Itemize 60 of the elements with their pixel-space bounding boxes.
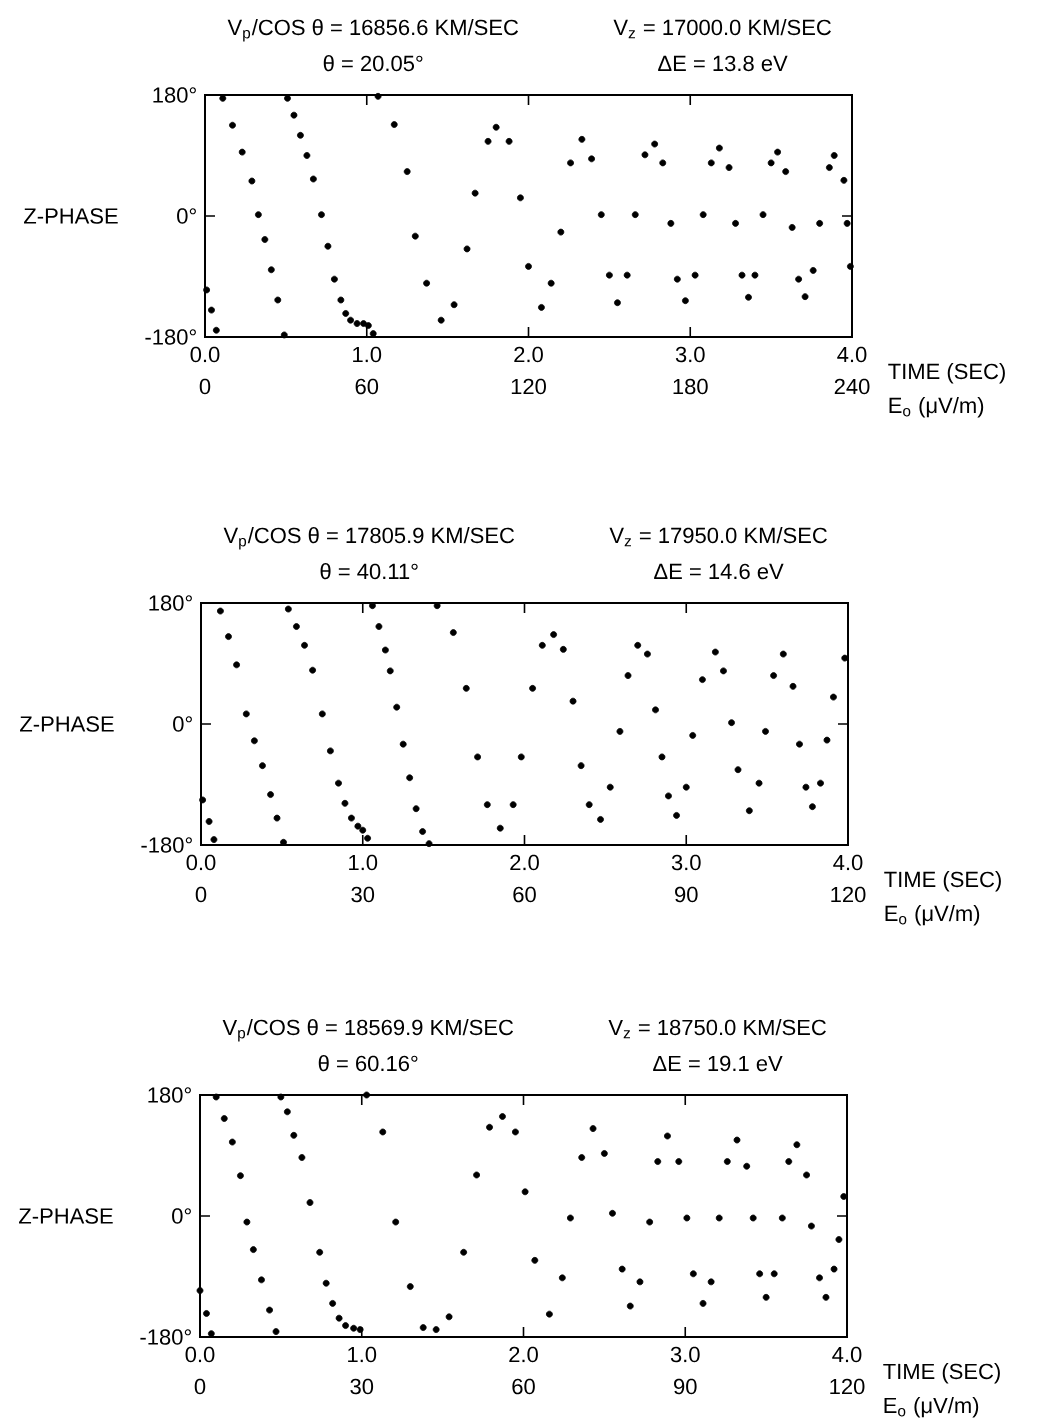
x-tick-label: 1.0 [348,1346,377,1363]
x2-tick-label: 30 [351,886,375,903]
chart-title: V$_{p}$/COS θ = 17805.9 KM/SEC [223,527,515,550]
y-tick-label: 0° [173,716,192,732]
x2-tick-label: 30 [350,1378,374,1395]
x2-tick-label: 90 [674,1378,697,1395]
y-tick-label: 0° [172,1208,191,1224]
x-tick-label: 2.0 [514,346,543,363]
y-tick-label: 0° [177,208,196,224]
x-tick-label: 3.0 [675,346,705,363]
text: V$_{z}$ = 18750.0 KM/SEC [608,1019,826,1039]
x-tick-label: 3.0 [670,1346,700,1363]
x-tick-label: 1.0 [349,854,378,871]
y-tick-label: -180° [140,1329,191,1345]
text: V$_{z}$ = 17000.0 KM/SEC [613,19,831,39]
x-tick-label: 2.0 [510,854,539,871]
x-axis-title: TIME (SEC) [888,363,1005,384]
x2-tick-label: 60 [513,886,536,903]
x2-tick-label: 60 [355,378,379,395]
y-tick-label: -180° [141,837,192,853]
x2-tick-label: 240 [834,378,870,395]
chart-title: V$_{p}$/COS θ = 16856.6 KM/SEC [227,19,519,42]
x2-tick-label: 120 [831,886,866,903]
x2-tick-label: 90 [675,886,698,903]
x2-tick-label: 0 [199,378,211,395]
chart-subtitle: θ = 40.11° [320,563,418,580]
x-tick-label: 0.0 [186,854,216,871]
x-tick-label: 2.0 [509,1346,538,1363]
x2-tick-label: 120 [511,378,546,395]
chart-title: V$_{p}$/COS θ = 18569.9 KM/SEC [222,1019,514,1042]
x-axis-title: TIME (SEC) [883,1363,1000,1384]
chart-subtitle: θ = 60.16° [318,1055,418,1072]
x2-tick-label: 0 [194,1378,206,1395]
x2-tick-label: 60 [512,1378,535,1395]
x-tick-label: 4.0 [832,1346,862,1363]
y-tick-label: 180° [149,595,192,611]
x-tick-label: 3.0 [671,854,701,871]
x-tick-label: 0.0 [185,1346,215,1363]
x2-tick-label: 180 [673,378,708,395]
chart-subtitle: θ = 20.05° [323,55,423,72]
y-axis-title: Z-PHASE [20,716,114,732]
y-tick-label: 180° [153,87,196,103]
x-tick-label: 4.0 [833,854,863,871]
x2-axis-title: E$_{o}$ (μV/m) [889,397,984,418]
x2-tick-label: 120 [830,1378,865,1395]
y-axis-title: Z-PHASE [24,208,118,224]
text: ΔE = 19.1 eV [653,1055,783,1072]
y-tick-label: -180° [145,329,196,345]
x-tick-label: 0.0 [190,346,220,363]
text: ΔE = 13.8 eV [658,55,788,72]
y-axis-title: Z-PHASE [19,1208,113,1224]
text: V$_{z}$ = 17950.0 KM/SEC [609,527,827,547]
x-axis-title: TIME (SEC) [884,871,1001,892]
x2-axis-title: E$_{o}$ (μV/m) [884,1397,979,1418]
x-tick-label: 4.0 [837,346,867,363]
x-tick-label: 1.0 [353,346,382,363]
text: ΔE = 14.6 eV [654,563,784,580]
y-tick-label: 180° [148,1087,191,1103]
x2-tick-label: 0 [195,886,207,903]
x2-axis-title: E$_{o}$ (μV/m) [885,905,980,926]
